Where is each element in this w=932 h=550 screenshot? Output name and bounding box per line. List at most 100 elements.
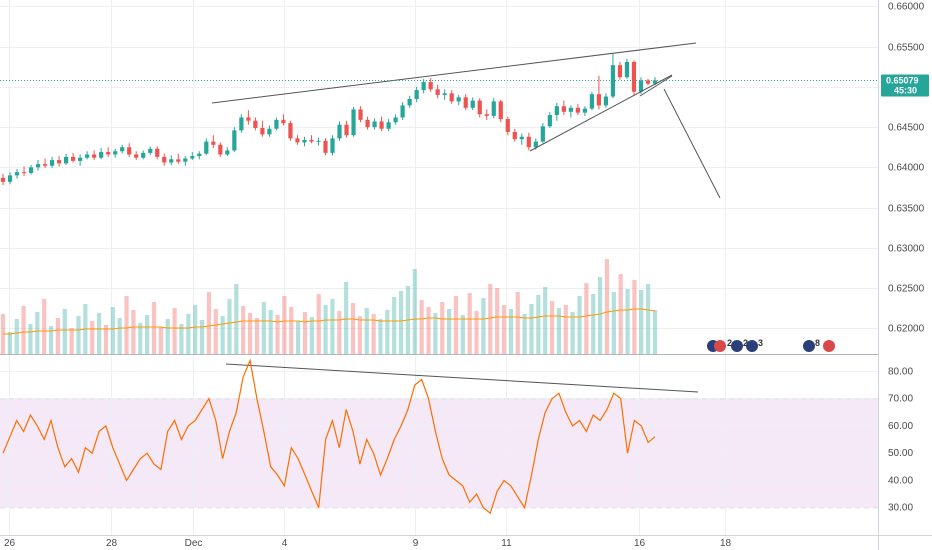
candle-body <box>246 117 251 121</box>
candle-body <box>638 80 644 92</box>
candle-body <box>351 109 356 136</box>
time-grid <box>9 0 726 535</box>
countdown-label: 45:30 <box>894 86 917 96</box>
projection-line[interactable] <box>663 88 721 199</box>
candle-body <box>631 61 637 92</box>
volume-bar <box>611 292 616 354</box>
candle-body <box>56 160 62 164</box>
candle-body <box>35 164 41 168</box>
candle-body <box>267 128 272 135</box>
time-tick-label: 16 <box>634 538 646 549</box>
volume-bar <box>90 321 95 354</box>
candle-body <box>225 150 230 155</box>
lower-wedge-trendline[interactable] <box>529 74 673 152</box>
price-axis[interactable]: 0.660000.655000.650000.645000.640000.635… <box>888 2 925 335</box>
volume-bar <box>316 294 321 354</box>
volume-bar <box>296 321 301 354</box>
volume-bar <box>460 315 465 354</box>
flag-icon[interactable] <box>823 340 835 352</box>
flag-icon[interactable] <box>803 340 815 352</box>
candle-body <box>92 154 97 158</box>
candle-body <box>148 148 153 153</box>
flag-icon[interactable] <box>731 340 743 352</box>
candle-body <box>71 156 76 161</box>
volume-bar <box>337 311 342 354</box>
rsi-divergence-line[interactable] <box>225 363 699 393</box>
candle-body <box>344 124 349 136</box>
upper-wedge-trendline[interactable] <box>211 42 697 104</box>
candle-body <box>484 114 489 116</box>
candle-body <box>253 120 258 128</box>
trendlines[interactable] <box>211 42 721 393</box>
candle-body <box>288 123 293 139</box>
event-badge-group-1[interactable]: 2 2 3 <box>707 338 763 352</box>
candle-body <box>421 82 426 91</box>
volume-bar <box>350 303 356 354</box>
candle-body <box>519 136 524 140</box>
candle-body <box>428 82 433 90</box>
badge-count: 2 <box>743 338 748 348</box>
volume-bar <box>220 316 225 354</box>
price-tick-label: 0.63500 <box>888 204 925 215</box>
candle-body <box>526 136 531 148</box>
price-tick-label: 0.62500 <box>888 284 925 295</box>
price-tick-label: 0.66000 <box>888 2 925 13</box>
candle-body <box>568 107 573 112</box>
volume-ma-path <box>3 308 656 335</box>
volume-bar <box>76 316 81 354</box>
volume-bar <box>364 308 369 354</box>
rsi-tick-label: 70.00 <box>888 394 913 405</box>
candle-body <box>330 138 335 153</box>
volume-bar <box>604 259 610 354</box>
rsi-tick-label: 30.00 <box>888 503 913 514</box>
volume-bar <box>591 294 596 354</box>
time-tick-label: 18 <box>720 538 732 549</box>
volume-bar <box>151 302 157 354</box>
candle-body <box>358 109 363 120</box>
volume-bar <box>69 328 74 354</box>
volume-bar <box>117 318 122 354</box>
candlestick-series <box>0 53 658 186</box>
candle-body <box>309 139 314 142</box>
price-tick-label: 0.65500 <box>888 43 925 54</box>
candle-body <box>512 131 517 140</box>
flag-icon[interactable] <box>714 340 726 352</box>
price-grid <box>0 6 878 329</box>
volume-bar <box>261 302 266 354</box>
candle-body <box>106 152 111 155</box>
volume-bar <box>103 325 109 354</box>
candle-body <box>302 139 307 143</box>
candle-body <box>14 172 20 176</box>
candle-body <box>49 160 55 166</box>
volume-bar <box>254 318 260 354</box>
rsi-axis[interactable]: 80.00 70.00 60.00 50.00 40.00 30.00 <box>888 366 913 513</box>
candle-body <box>379 121 384 129</box>
time-tick-label: 28 <box>106 538 118 549</box>
volume-bars <box>0 259 658 354</box>
volume-bar <box>110 307 115 354</box>
volume-bar <box>385 310 390 354</box>
volume-bar <box>28 324 33 354</box>
candle-body <box>21 172 27 174</box>
time-axis[interactable]: 26 28 Dec 4 9 11 16 18 <box>4 538 732 549</box>
volume-bar <box>392 297 397 354</box>
candle-body <box>134 154 139 158</box>
candle-body <box>190 156 195 159</box>
candle-body <box>281 119 286 124</box>
volume-bar <box>412 269 417 354</box>
event-badges[interactable]: 2 2 3 8 <box>707 338 835 352</box>
candle-body <box>554 106 559 116</box>
candle-body <box>365 119 370 128</box>
flag-icon[interactable] <box>746 340 758 352</box>
event-badge-group-2[interactable]: 8 <box>803 338 835 352</box>
volume-bar <box>639 290 644 354</box>
candle-body <box>337 124 342 139</box>
volume-bar <box>247 313 253 354</box>
wedge-apex-line[interactable] <box>639 75 673 97</box>
candle-body <box>197 153 202 157</box>
candle-body <box>99 152 104 158</box>
candle-body <box>505 119 510 132</box>
candle-body <box>477 100 482 115</box>
volume-bar <box>426 307 431 354</box>
